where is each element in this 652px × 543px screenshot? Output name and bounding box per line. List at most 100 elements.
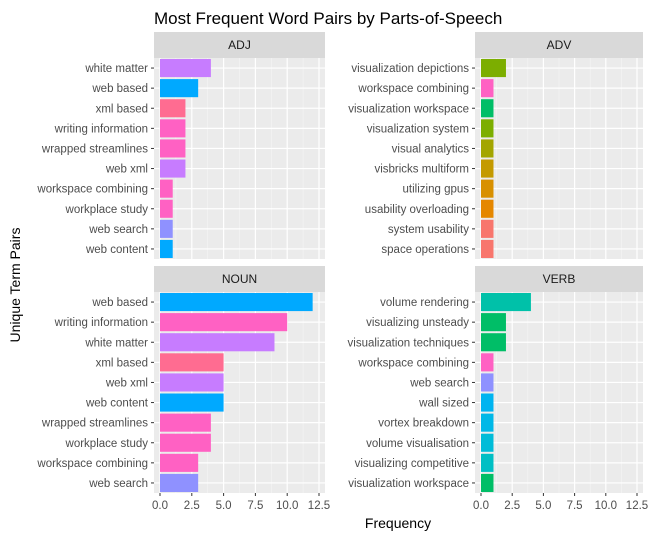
- bar-adj: [160, 159, 186, 178]
- y-tick-label-adj: writing information: [54, 123, 148, 135]
- bar-adj: [160, 219, 173, 238]
- bar-adv: [481, 59, 506, 78]
- y-tick-label-verb: wall sized: [418, 398, 469, 410]
- bar-adj: [160, 119, 186, 138]
- y-tick-label-adv: visbricks multiform: [374, 164, 469, 176]
- facet-strip-label-adv: ADV: [547, 38, 572, 52]
- bar-noun: [160, 413, 211, 432]
- x-tick-label-noun: 0.0: [152, 500, 168, 512]
- x-tick-label-verb: 5.0: [535, 500, 551, 512]
- y-tick-label-adv: utilizing gpus: [403, 184, 470, 196]
- bar-adj: [160, 199, 173, 218]
- x-tick-label-noun: 5.0: [216, 500, 232, 512]
- y-tick-label-adj: web xml: [105, 164, 148, 176]
- y-tick-label-verb: visualizing unsteady: [366, 317, 469, 329]
- bar-adv: [481, 119, 494, 138]
- y-tick-label-adv: visualization depictions: [351, 63, 469, 75]
- bar-verb: [481, 333, 506, 352]
- bar-verb: [481, 293, 531, 312]
- facet-strip-label-adj: ADJ: [228, 38, 251, 52]
- y-tick-label-verb: web search: [409, 377, 469, 389]
- x-tick-label-verb: 7.5: [567, 500, 583, 512]
- bar-noun: [160, 453, 199, 472]
- y-tick-label-adj: xml based: [96, 103, 148, 115]
- bar-adj: [160, 239, 173, 258]
- bar-adj: [160, 179, 173, 198]
- bar-noun: [160, 433, 211, 452]
- y-tick-label-verb: visualization techniques: [348, 337, 470, 349]
- y-tick-label-noun: workspace combining: [36, 458, 148, 470]
- x-tick-label-noun: 7.5: [247, 500, 263, 512]
- y-tick-label-noun: workplace study: [65, 438, 149, 450]
- bar-verb: [481, 433, 494, 452]
- bar-adj: [160, 59, 211, 78]
- y-tick-label-verb: visualizing competitive: [355, 458, 469, 470]
- bar-verb: [481, 313, 506, 332]
- facet-panels: ADJ white matter web based xml based writing…: [36, 32, 648, 512]
- bar-adv: [481, 99, 494, 118]
- bar-adv: [481, 219, 494, 238]
- y-tick-label-noun: writing information: [54, 317, 148, 329]
- facet-strip-label-verb: VERB: [543, 272, 576, 286]
- y-tick-label-noun: wrapped streamlines: [41, 418, 148, 430]
- bar-verb: [481, 413, 494, 432]
- y-tick-label-adv: space operations: [381, 244, 469, 256]
- y-tick-label-adv: visualization workspace: [348, 103, 469, 115]
- bar-noun: [160, 333, 275, 352]
- y-tick-label-noun: white matter: [84, 337, 148, 349]
- bar-adj: [160, 99, 186, 118]
- y-axis-title: Unique Term Pairs: [7, 228, 23, 343]
- bar-noun: [160, 473, 199, 492]
- y-tick-label-adj: web search: [88, 224, 148, 236]
- x-tick-label-noun: 2.5: [184, 500, 200, 512]
- bar-verb: [481, 393, 494, 412]
- facet-strip-adj: [154, 32, 325, 58]
- y-tick-label-adj: web based: [91, 83, 148, 95]
- bar-noun: [160, 393, 224, 412]
- bar-adj: [160, 79, 199, 98]
- y-tick-label-verb: volume visualisation: [366, 438, 469, 450]
- y-tick-label-verb: vortex breakdown: [378, 418, 469, 430]
- y-tick-label-adv: usability overloading: [365, 204, 469, 216]
- bar-adv: [481, 199, 494, 218]
- y-tick-label-adv: visualization system: [367, 123, 469, 135]
- y-tick-label-adj: workplace study: [65, 204, 149, 216]
- y-tick-label-adj: white matter: [84, 63, 148, 75]
- y-tick-label-adv: visual analytics: [392, 143, 470, 155]
- chart-title: Most Frequent Word Pairs by Parts-of-Spe…: [154, 9, 502, 28]
- y-tick-label-noun: xml based: [96, 357, 148, 369]
- y-tick-label-verb: volume rendering: [380, 297, 469, 309]
- bar-verb: [481, 353, 494, 372]
- bar-adj: [160, 139, 186, 158]
- y-tick-label-noun: web based: [91, 297, 148, 309]
- bar-verb: [481, 453, 494, 472]
- facet-strip-label-noun: NOUN: [222, 272, 257, 286]
- bar-noun: [160, 313, 288, 332]
- x-tick-label-noun: 10.0: [276, 500, 298, 512]
- bar-adv: [481, 179, 494, 198]
- x-tick-label-verb: 2.5: [504, 500, 520, 512]
- x-tick-label-verb: 12.5: [626, 500, 648, 512]
- facet-strip-adv: [475, 32, 643, 58]
- bar-adv: [481, 139, 494, 158]
- y-tick-label-noun: web xml: [105, 377, 148, 389]
- x-axis-title: Frequency: [365, 515, 431, 531]
- y-tick-label-noun: web content: [85, 398, 149, 410]
- bar-adv: [481, 79, 494, 98]
- bar-adv: [481, 239, 494, 258]
- y-tick-label-adv: system usability: [388, 224, 469, 236]
- y-tick-label-adj: web content: [85, 244, 149, 256]
- bar-verb: [481, 473, 494, 492]
- y-tick-label-adv: workspace combining: [357, 83, 469, 95]
- y-tick-label-verb: workspace combining: [357, 357, 469, 369]
- bar-noun: [160, 293, 313, 312]
- x-tick-label-noun: 12.5: [308, 500, 330, 512]
- x-tick-label-verb: 0.0: [473, 500, 489, 512]
- bar-noun: [160, 353, 224, 372]
- y-tick-label-adj: wrapped streamlines: [41, 143, 148, 155]
- bar-adv: [481, 159, 494, 178]
- facet-strip-verb: [475, 266, 643, 292]
- y-tick-label-adj: workspace combining: [36, 184, 148, 196]
